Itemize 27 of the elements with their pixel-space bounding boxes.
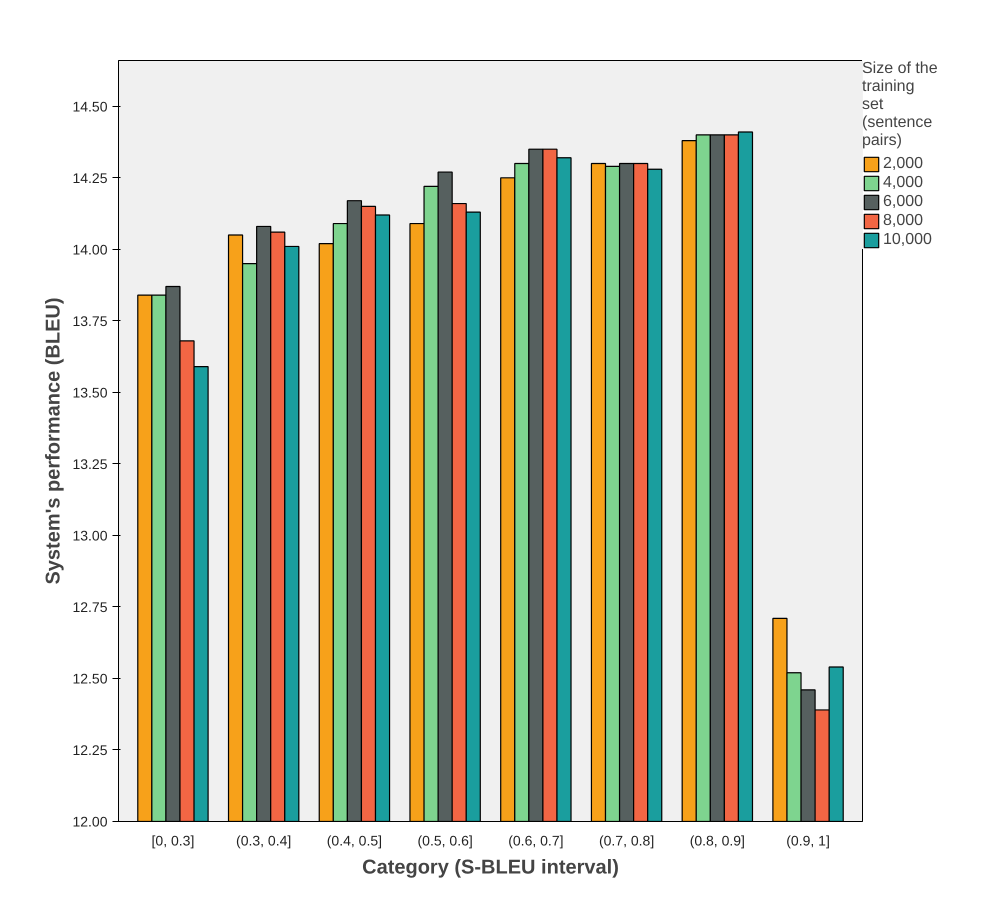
x-tick-label: (0.6, 0.7] [508,832,564,848]
y-tick-label: 14.00 [72,241,108,258]
x-tick-label: (0.8, 0.9] [690,832,745,848]
x-tick-label: [0, 0.3] [152,832,194,848]
legend-label: 8,000 [883,212,924,230]
y-tick-label: 13.00 [72,527,108,544]
x-tick-label: (0.7, 0.8] [598,832,654,848]
legend-label: 4,000 [883,174,924,192]
y-tick-label: 13.25 [72,456,108,472]
legend-title: Size of the training set (sentence pairs) [862,60,938,150]
y-tick-label: 14.50 [72,98,108,114]
legend-label: 10,000 [883,231,932,249]
y-tick-label: 12.75 [72,598,108,615]
y-tick-label: 12.50 [72,670,108,686]
y-axis-title: System's performance (BLEU) [42,297,64,585]
legend-label: 6,000 [883,193,924,211]
x-tick-label: (0.5, 0.6] [418,832,473,848]
y-tick-label: 13.75 [72,312,108,329]
y-tick-label: 13.50 [72,384,108,400]
y-tick-label: 12.00 [72,814,108,830]
y-tick-label: 12.25 [72,742,108,758]
y-tick-label: 14.25 [72,170,108,186]
x-tick-label: (0.4, 0.5] [326,832,382,848]
x-axis-title: Category (S-BLEU interval) [362,856,619,878]
x-tick-label: (0.9, 1] [786,832,830,848]
legend-label: 2,000 [883,155,924,173]
x-tick-label: (0.3, 0.4] [236,832,292,848]
